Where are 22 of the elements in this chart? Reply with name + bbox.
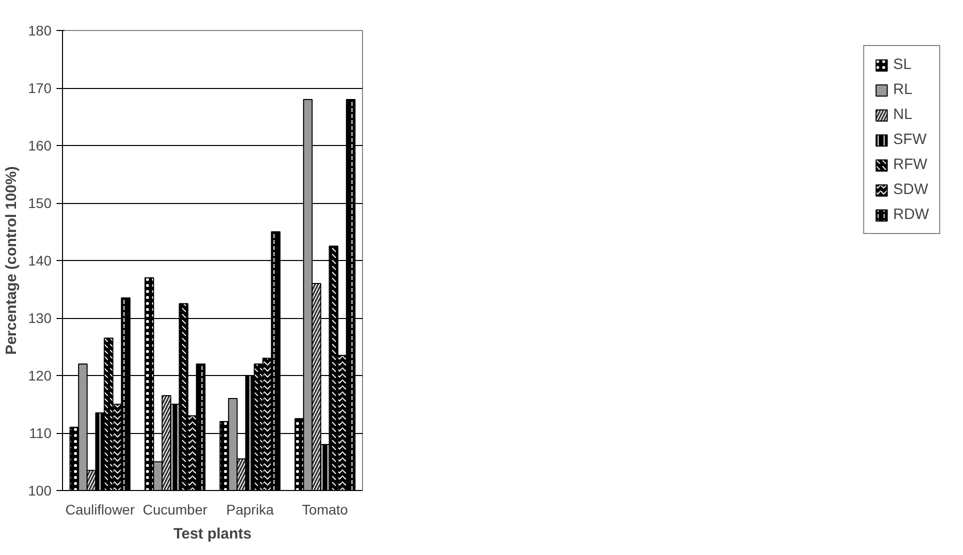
x-tick-label: Cucumber bbox=[142, 502, 208, 518]
x-tick-label: Tomato bbox=[302, 502, 348, 518]
legend-label: SDW bbox=[893, 181, 928, 198]
legend-label: RFW bbox=[893, 156, 928, 173]
x-tick-label: Paprika bbox=[226, 502, 274, 518]
x-axis-title: Test plants bbox=[173, 526, 252, 542]
legend-label: RL bbox=[893, 81, 914, 98]
y-tick-label: 150 bbox=[28, 195, 52, 211]
y-tick-label: 170 bbox=[28, 80, 52, 96]
y-tick-label: 140 bbox=[28, 252, 52, 268]
y-tick-label: 130 bbox=[28, 310, 52, 326]
y-tick-label: 160 bbox=[28, 138, 52, 154]
y-tick-label: 120 bbox=[28, 368, 52, 384]
y-tick-label: 110 bbox=[29, 425, 52, 441]
legend-label: SL bbox=[893, 56, 913, 73]
legend-label: RDW bbox=[893, 206, 929, 223]
y-axis-title: Percentage (control 100%) bbox=[3, 166, 20, 355]
x-tick-label: Cauliflower bbox=[65, 502, 135, 518]
y-tick-label: 100 bbox=[28, 482, 52, 498]
y-tick-label: 180 bbox=[28, 22, 52, 38]
legend-label: SFW bbox=[893, 131, 926, 148]
legend-label: NL bbox=[893, 106, 914, 123]
